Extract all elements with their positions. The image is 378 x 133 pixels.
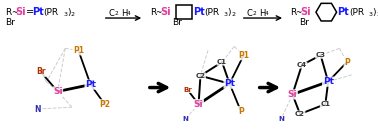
Text: C2: C2 [195,73,205,79]
Text: 2: 2 [376,12,378,17]
Text: P: P [238,107,244,116]
Text: (PR: (PR [349,8,364,17]
Text: 3: 3 [64,12,67,17]
Text: P: P [344,58,350,67]
Text: Br: Br [183,86,192,93]
Text: Si: Si [300,7,311,17]
Text: ~: ~ [295,8,302,17]
Text: H: H [259,9,265,18]
Text: C: C [108,9,114,18]
Text: 2: 2 [71,12,75,17]
Text: Pt: Pt [224,79,235,88]
Text: $_2$: $_2$ [114,9,119,18]
Text: H: H [121,9,127,18]
Text: Pt: Pt [85,80,96,89]
Text: P1: P1 [238,51,249,60]
Text: P2: P2 [99,100,110,109]
Text: C1: C1 [320,101,330,107]
Text: Pt: Pt [193,7,205,17]
Text: 3: 3 [369,12,373,17]
Text: $_2$: $_2$ [252,9,257,18]
Text: Si: Si [288,90,297,99]
Text: N: N [34,105,40,114]
Text: Si: Si [194,100,203,109]
Text: Br: Br [36,67,46,76]
Text: Br: Br [5,18,15,27]
Text: C2: C2 [295,111,305,117]
Text: ): ) [67,8,71,17]
Text: Si: Si [53,87,62,96]
Bar [176,5,192,19]
Text: ~: ~ [11,8,17,17]
Text: Si: Si [160,7,171,17]
Text: Pt: Pt [33,7,44,17]
Text: N: N [183,116,188,122]
Text: 3: 3 [224,12,228,17]
Text: ): ) [228,8,231,17]
Text: Pt: Pt [338,7,349,17]
Text: ~: ~ [155,8,162,17]
Text: C3: C3 [316,52,326,58]
Text: (PR: (PR [43,8,59,17]
Text: R: R [5,8,11,17]
Text: Br: Br [299,18,309,27]
Text: C4: C4 [297,62,307,68]
Text: (PR: (PR [204,8,219,17]
Text: C1: C1 [217,59,227,65]
Text: $_4$: $_4$ [126,9,132,18]
Text: =: = [26,7,34,17]
Text: ): ) [372,8,376,17]
Text: P1: P1 [73,46,84,55]
Text: Br: Br [172,18,182,27]
Text: 2: 2 [231,12,235,17]
Text: R: R [290,8,296,17]
Text: N: N [278,116,284,122]
Text: $_4$: $_4$ [264,9,270,18]
Text: Si: Si [15,7,26,17]
Text: R: R [150,8,156,17]
Text: Pt: Pt [323,77,334,86]
Text: C: C [246,9,253,18]
